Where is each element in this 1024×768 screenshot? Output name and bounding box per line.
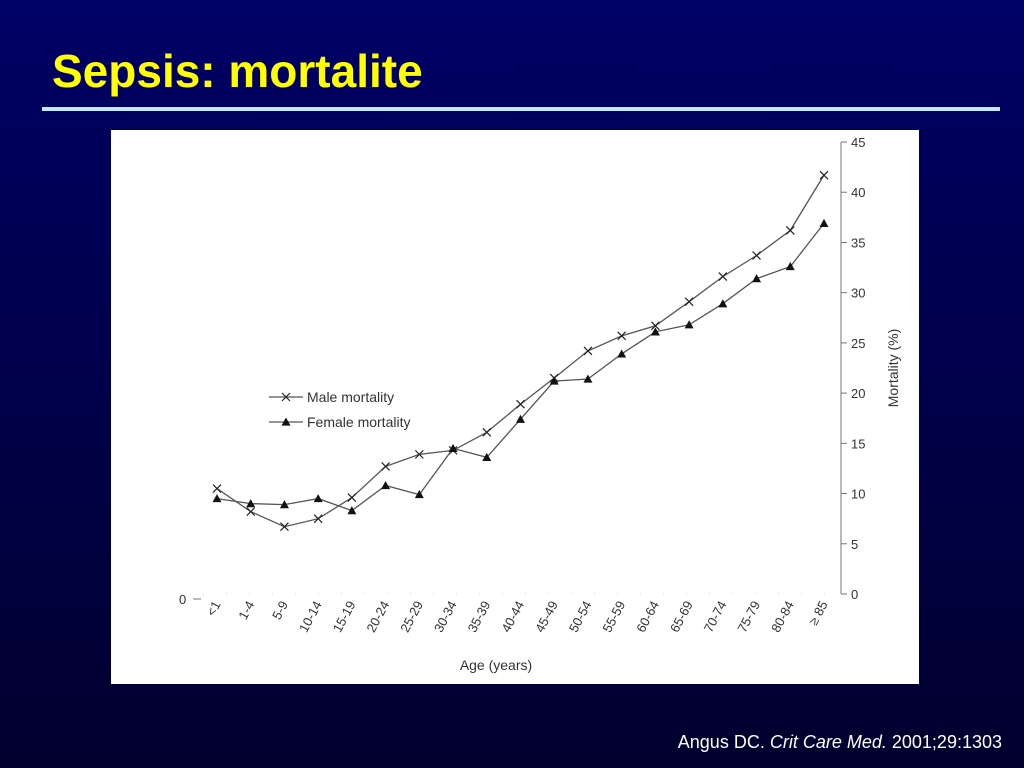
male-mortality-point [313,514,323,524]
citation: Angus DC. Crit Care Med. 2001;29:1303 [678,732,1002,753]
slide-title: Sepsis: mortalite [52,45,423,97]
x-tick-label: 30-34 [431,598,460,634]
male-mortality-point [752,251,761,260]
x-tick-label: ≥ 85 [806,598,831,627]
citation-reference: 2001;29:1303 [891,732,1002,752]
male-mortality-point [414,449,424,459]
legend-marker-female [281,417,291,426]
male-mortality-line [216,174,825,528]
left-axis-zero-label: 0 [179,592,186,607]
female-mortality-point [414,490,424,499]
female-mortality-point [785,262,795,271]
x-tick-label: 50-54 [566,598,595,634]
x-tick-label: 80-84 [768,598,797,634]
male-mortality-point [583,346,593,356]
x-tick-label: 25-29 [397,598,426,634]
female-mortality-point [684,320,694,329]
x-tick-label: 70-74 [701,598,730,634]
female-mortality-point [381,481,391,490]
legend-label-male: Male mortality [307,389,394,405]
x-tick-label: 15-19 [330,598,359,634]
x-tick-label: 20-24 [363,598,392,634]
male-mortality-point [347,493,357,502]
mortality-line-chart: 0 Age (years) Mortality (%) Male mortali… [179,135,901,673]
legend-x-marker [281,392,291,402]
male-mortality-point [516,399,525,409]
chart-panel: 0 Age (years) Mortality (%) Male mortali… [111,130,919,684]
y-tick-label: 40 [851,185,865,200]
male-mortality-point [212,484,222,493]
female-mortality-point [583,374,593,383]
citation-journal: Crit Care Med. [769,732,887,752]
female-mortality-point [650,327,660,336]
female-mortality-point [347,506,357,515]
x-tick-label: 65-69 [667,598,696,634]
female-mortality-point [212,494,222,503]
male-mortality-point [482,427,492,437]
male-mortality-point [650,321,660,331]
title-divider [42,107,1000,111]
legend-marker-male [281,392,291,402]
x-tick-label: 55-59 [599,598,628,634]
male-mortality-point [246,507,256,517]
y-tick-label: 10 [851,487,865,502]
x-tick-label: <1 [203,598,223,618]
x-axis-label: Age (years) [460,657,532,673]
x-tick-label: 75-79 [734,598,763,634]
y-axis-label: Mortality (%) [885,329,901,408]
female-mortality-point [313,494,323,503]
male-mortality-point [280,522,289,532]
female-mortality-point [246,499,256,508]
x-tick-label: 1-4 [235,598,257,622]
y-tick-label: 25 [851,336,865,351]
female-mortality-line [216,223,825,512]
male-mortality-point [785,225,795,235]
y-tick-label: 20 [851,386,865,401]
x-tick-label: 45-49 [532,598,561,634]
y-tick-label: 35 [851,235,865,250]
x-tick-label: 5-9 [269,598,291,622]
x-tick-label: 40-44 [498,598,527,634]
male-mortality-point [684,297,694,307]
legend-triangle-marker [281,417,291,426]
y-tick-label: 15 [851,436,865,451]
citation-author: Angus DC. [677,732,765,752]
y-tick-label: 30 [851,286,865,301]
x-tick-label: 35-39 [465,598,494,634]
y-tick-label: 5 [851,537,858,552]
female-mortality-point [482,452,492,461]
male-mortality-point [381,462,391,471]
male-mortality-point [617,331,627,341]
x-tick-label: 10-14 [296,598,325,634]
female-mortality-point [752,274,762,283]
chart-legend: Male mortality Female mortality [269,389,410,430]
male-mortality-point [718,272,728,282]
x-tick-label: 60-64 [633,598,662,634]
female-mortality-point [819,218,829,227]
male-mortality-point [819,170,829,180]
female-mortality-point [718,299,728,308]
female-mortality-point [617,349,627,358]
female-mortality-point [516,414,525,423]
female-mortality-point [448,443,458,452]
legend-label-female: Female mortality [307,414,410,430]
female-mortality-point [279,500,289,509]
y-tick-label: 45 [851,135,865,150]
y-tick-label: 0 [851,587,858,602]
female-mortality-point [549,376,559,385]
